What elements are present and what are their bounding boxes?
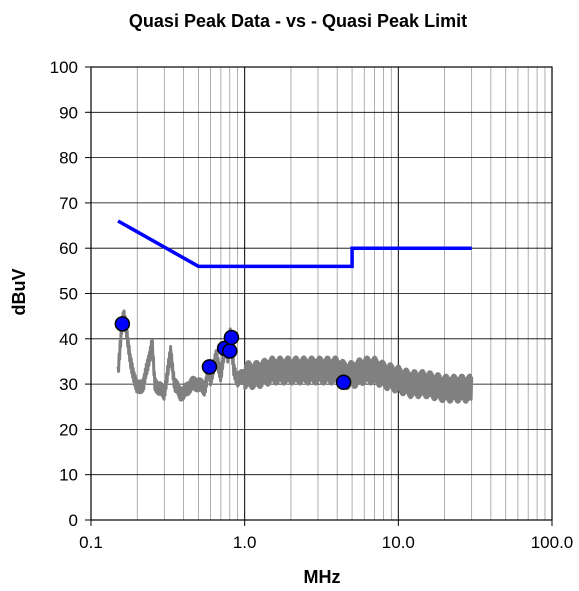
x-axis-label: MHz bbox=[304, 567, 341, 587]
series-layer bbox=[114, 219, 474, 404]
data-point bbox=[222, 343, 238, 359]
y-tick-label: 90 bbox=[59, 103, 78, 122]
data-point bbox=[201, 359, 218, 375]
y-tick-label: 70 bbox=[59, 194, 78, 213]
y-tick-label: 20 bbox=[59, 420, 78, 439]
y-tick-label: 0 bbox=[69, 511, 78, 530]
data-point bbox=[335, 374, 352, 391]
x-tick-label: 10.0 bbox=[382, 533, 415, 552]
x-tick-label: 0.1 bbox=[79, 533, 103, 552]
y-tick-label: 10 bbox=[59, 466, 78, 485]
x-tick-label: 100.0 bbox=[531, 533, 574, 552]
limit-line bbox=[117, 219, 472, 269]
data-point bbox=[223, 329, 240, 346]
y-tick-label: 80 bbox=[59, 149, 78, 168]
chart-title: Quasi Peak Data - vs - Quasi Peak Limit bbox=[129, 11, 467, 31]
data-point bbox=[114, 316, 131, 332]
grid bbox=[90, 66, 553, 521]
y-tick-label: 30 bbox=[59, 375, 78, 394]
data-trace bbox=[116, 309, 474, 404]
y-tick-label: 50 bbox=[59, 285, 78, 304]
y-axis-label: dBuV bbox=[9, 269, 29, 316]
y-tick-label: 60 bbox=[59, 239, 78, 258]
x-tick-label: 1.0 bbox=[233, 533, 257, 552]
axes: 0 10 20 30 40 50 60 70 80 90 100 0.1 1.0 10.0 100.0 bbox=[50, 58, 574, 552]
y-tick-label: 40 bbox=[59, 330, 78, 349]
y-tick-label: 100 bbox=[50, 58, 78, 77]
